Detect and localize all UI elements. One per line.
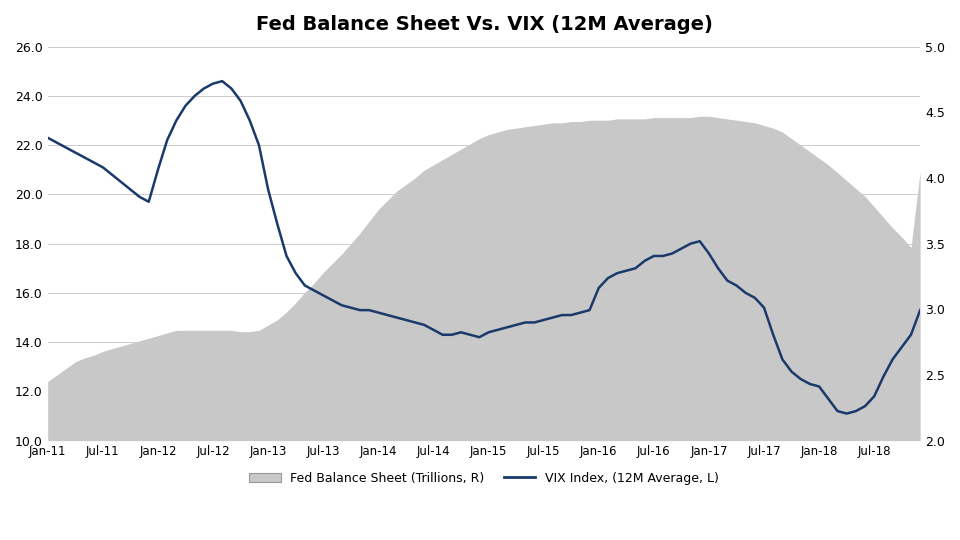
- Legend: Fed Balance Sheet (Trillions, R), VIX Index, (12M Average, L): Fed Balance Sheet (Trillions, R), VIX In…: [244, 467, 724, 490]
- Title: Fed Balance Sheet Vs. VIX (12M Average): Fed Balance Sheet Vs. VIX (12M Average): [255, 15, 712, 34]
